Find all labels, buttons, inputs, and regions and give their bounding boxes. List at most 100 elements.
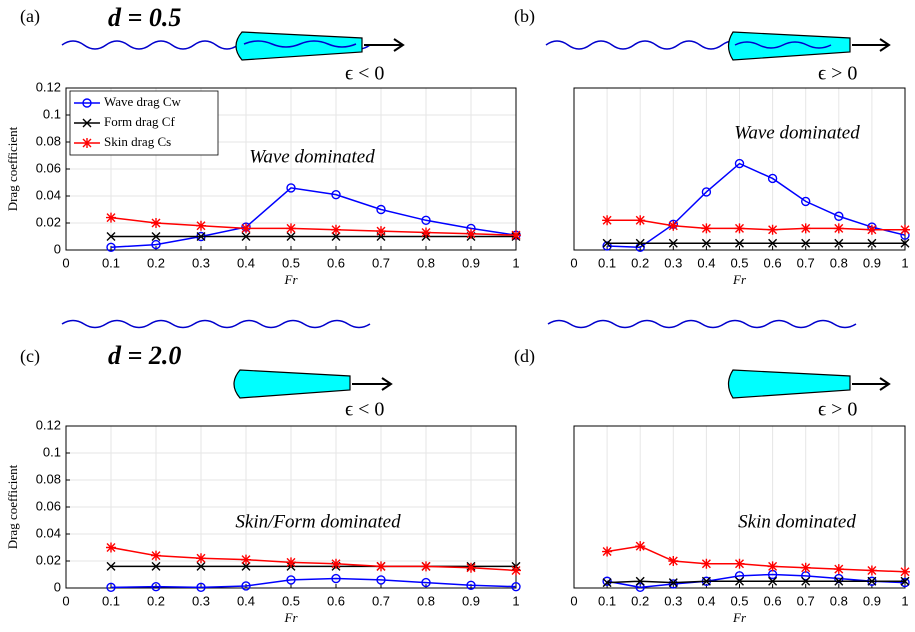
marker xyxy=(668,556,679,566)
regime-label: ϵ < 0 xyxy=(345,63,384,85)
axes-box xyxy=(573,87,906,251)
x-axis-label: Fr xyxy=(732,610,747,625)
foil xyxy=(233,369,351,399)
marker xyxy=(286,557,296,568)
x-tick-label: 0.6 xyxy=(327,255,345,270)
marker xyxy=(421,577,431,588)
x-tick-label: 0 xyxy=(62,593,69,608)
series-line xyxy=(607,580,905,584)
marker xyxy=(900,566,910,577)
marker xyxy=(106,212,116,223)
marker xyxy=(241,232,251,241)
marker xyxy=(635,582,645,593)
legend-label: Form drag Cf xyxy=(104,114,175,129)
regime-label: ϵ < 0 xyxy=(345,399,384,421)
legend-marker xyxy=(82,98,92,108)
marker xyxy=(602,578,612,588)
y-tick-label: 0.08 xyxy=(36,133,61,148)
x-tick-label: 0.4 xyxy=(697,255,715,270)
marker xyxy=(466,562,476,573)
marker xyxy=(106,542,116,553)
annotation: Wave dominated xyxy=(249,146,375,167)
y-axis-label: Drag coefficient xyxy=(5,126,20,211)
x-tick-label: 0.5 xyxy=(730,593,748,608)
marker xyxy=(466,580,476,590)
marker xyxy=(635,215,646,226)
series-line xyxy=(606,573,906,589)
x-tick-label: 0.9 xyxy=(462,255,480,270)
y-axis-label: Drag coefficient xyxy=(5,464,20,549)
arrow xyxy=(852,38,891,52)
marker xyxy=(701,238,711,248)
marker xyxy=(151,550,161,561)
series-line xyxy=(110,216,517,236)
series-line xyxy=(110,546,517,572)
x-tick-label: 0.5 xyxy=(730,255,748,270)
foil xyxy=(727,31,851,61)
panel-label: (a) xyxy=(20,6,40,27)
arrow xyxy=(852,377,891,391)
x-tick-label: 0.9 xyxy=(462,593,480,608)
marker xyxy=(331,232,341,241)
x-tick-label: 0.4 xyxy=(697,593,715,608)
x-tick-label: 0.8 xyxy=(417,255,435,270)
x-tick-label: 1 xyxy=(512,255,519,270)
marker xyxy=(331,573,341,584)
marker xyxy=(331,558,341,569)
marker xyxy=(286,223,296,234)
marker xyxy=(106,242,116,253)
marker xyxy=(106,232,116,241)
marker xyxy=(833,223,844,234)
x-tick-label: 0.6 xyxy=(327,593,345,608)
x-tick-label: 0.8 xyxy=(417,593,435,608)
axes-box xyxy=(573,425,906,589)
marker xyxy=(241,554,251,565)
x-axis-label: Fr xyxy=(732,272,747,287)
regime-label: ϵ > 0 xyxy=(818,399,857,421)
x-tick-label: 0.1 xyxy=(102,593,120,608)
x-tick-label: 0 xyxy=(570,593,577,608)
regime-label: ϵ > 0 xyxy=(818,63,857,85)
marker xyxy=(421,215,431,226)
x-tick-label: 0.7 xyxy=(797,593,815,608)
marker xyxy=(834,573,844,584)
wave xyxy=(243,40,357,48)
foil xyxy=(727,369,851,399)
x-tick-label: 0 xyxy=(570,255,577,270)
marker xyxy=(867,238,877,248)
marker xyxy=(834,211,844,221)
marker xyxy=(867,576,877,586)
x-tick-label: 0.3 xyxy=(192,593,210,608)
x-tick-label: 0.6 xyxy=(764,255,782,270)
x-tick-label: 0.7 xyxy=(372,593,390,608)
marker xyxy=(734,223,745,234)
marker xyxy=(376,561,386,572)
marker xyxy=(602,576,612,586)
x-tick-label: 0 xyxy=(62,255,69,270)
x-tick-label: 1 xyxy=(901,255,908,270)
x-tick-label: 0.3 xyxy=(192,255,210,270)
series-line xyxy=(110,187,517,249)
foil xyxy=(235,31,363,61)
marker xyxy=(635,576,645,586)
marker xyxy=(635,238,645,248)
marker xyxy=(800,223,811,234)
marker xyxy=(466,228,476,239)
y-tick-label: 0.06 xyxy=(36,160,61,175)
x-tick-label: 0.2 xyxy=(147,255,165,270)
marker xyxy=(602,238,612,248)
marker xyxy=(196,232,206,241)
marker xyxy=(376,226,386,237)
wave xyxy=(547,319,857,329)
y-tick-label: 0.1 xyxy=(43,444,61,459)
marker xyxy=(900,576,910,586)
marker xyxy=(331,189,341,200)
marker xyxy=(800,562,811,573)
marker xyxy=(286,575,296,585)
marker xyxy=(701,223,712,234)
marker xyxy=(668,579,678,589)
marker xyxy=(833,564,844,575)
x-tick-label: 1 xyxy=(512,593,519,608)
marker xyxy=(734,558,745,569)
marker xyxy=(834,576,844,586)
